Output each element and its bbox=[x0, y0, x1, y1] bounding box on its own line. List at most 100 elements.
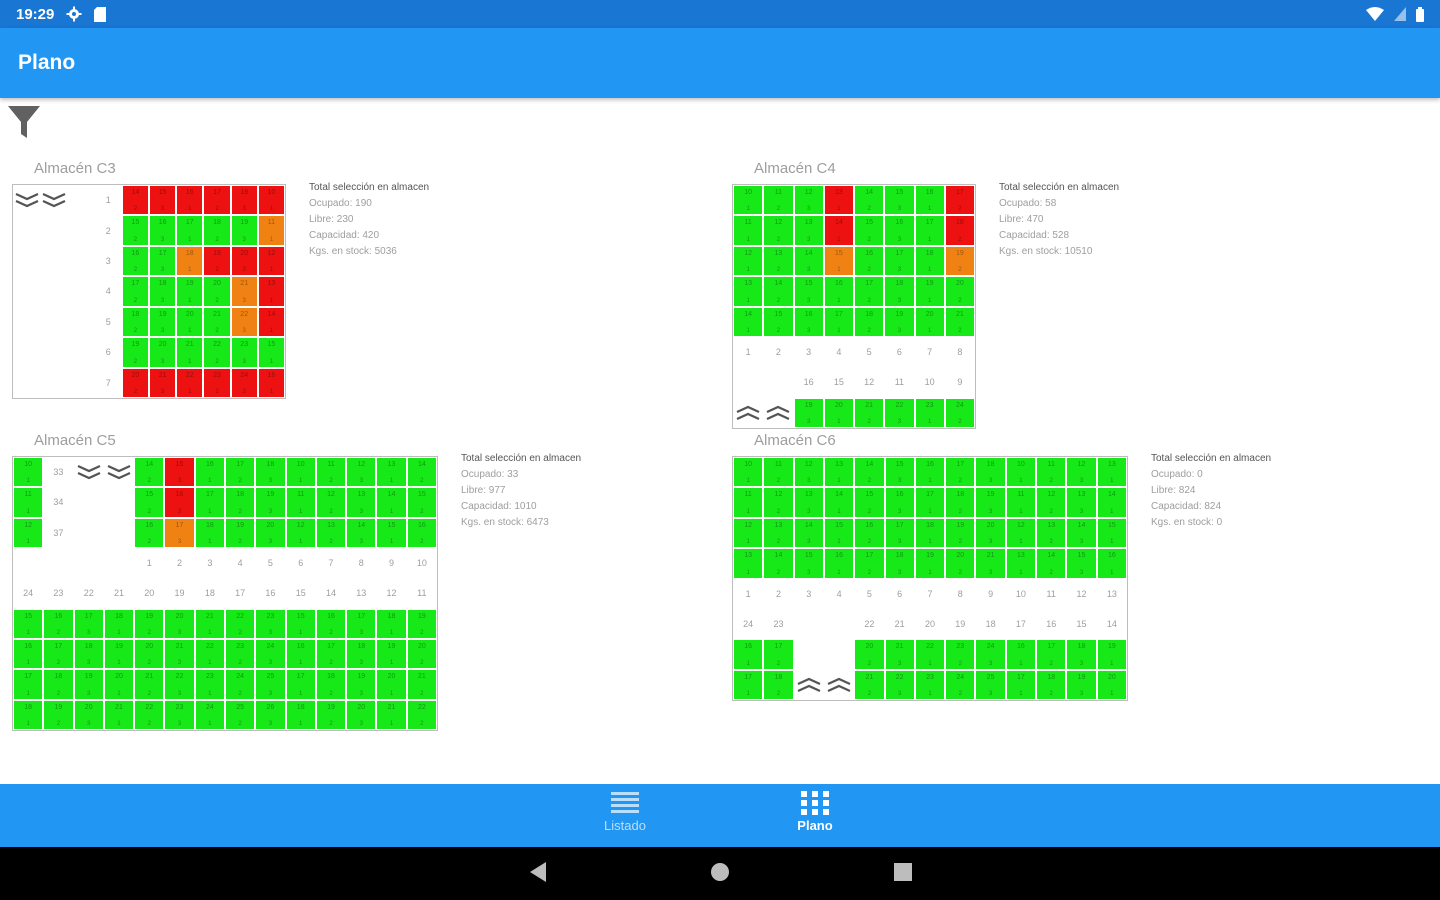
storage-slot[interactable]: 25 3 bbox=[975, 669, 1006, 700]
storage-slot[interactable]: 19 3 bbox=[884, 306, 915, 337]
storage-slot[interactable]: 18 3 bbox=[149, 276, 177, 307]
storage-slot[interactable]: 12 3 bbox=[1066, 457, 1097, 488]
storage-slot[interactable]: 15 1 bbox=[823, 245, 854, 277]
storage-slot[interactable]: 20 1 bbox=[1096, 669, 1127, 700]
storage-slot[interactable]: 18 3 bbox=[1066, 639, 1097, 670]
storage-slot[interactable]: 20 3 bbox=[346, 699, 377, 730]
storage-slot[interactable]: 16 1 bbox=[176, 185, 204, 216]
storage-slot[interactable]: 20 3 bbox=[230, 245, 258, 277]
recents-icon[interactable] bbox=[893, 861, 913, 883]
storage-slot[interactable]: 10 1 bbox=[285, 457, 316, 488]
storage-slot[interactable]: 20 2 bbox=[406, 639, 437, 670]
storage-slot[interactable]: 26 3 bbox=[255, 699, 286, 730]
storage-slot[interactable]: 15 2 bbox=[854, 487, 885, 518]
storage-slot[interactable]: 18 1 bbox=[285, 699, 316, 730]
storage-slot[interactable]: 12 1 bbox=[285, 517, 316, 548]
storage-slot[interactable]: 11 1 bbox=[1005, 487, 1037, 518]
storage-slot[interactable]: 24 1 bbox=[194, 699, 225, 730]
storage-slot[interactable]: 17 3 bbox=[884, 517, 915, 549]
storage-slot[interactable]: 14 1 bbox=[257, 306, 285, 338]
storage-slot[interactable]: 20 1 bbox=[823, 397, 854, 428]
storage-slot[interactable]: 24 2 bbox=[945, 669, 976, 700]
storage-slot[interactable]: 20 1 bbox=[376, 669, 407, 700]
storage-slot[interactable]: 20 1 bbox=[103, 669, 135, 700]
storage-slot[interactable]: 18 2 bbox=[203, 215, 231, 246]
storage-slot[interactable]: 11 1 bbox=[733, 215, 764, 246]
storage-slot[interactable]: 13 1 bbox=[1096, 457, 1127, 488]
storage-slot[interactable]: 18 2 bbox=[121, 306, 149, 338]
storage-slot[interactable]: 12 3 bbox=[793, 185, 824, 216]
storage-slot[interactable]: 16 1 bbox=[13, 639, 44, 670]
storage-slot[interactable]: 15 3 bbox=[884, 185, 915, 216]
storage-slot[interactable]: 14 1 bbox=[733, 306, 764, 337]
storage-slot[interactable]: 23 3 bbox=[255, 608, 286, 639]
storage-slot[interactable]: 24 3 bbox=[230, 367, 258, 398]
storage-slot[interactable]: 16 1 bbox=[914, 457, 946, 488]
storage-slot[interactable]: 17 3 bbox=[164, 517, 195, 548]
storage-slot[interactable]: 16 2 bbox=[134, 517, 165, 548]
storage-slot[interactable]: 18 2 bbox=[945, 487, 976, 518]
storage-slot[interactable]: 23 2 bbox=[945, 639, 976, 670]
storage-slot[interactable]: 13 1 bbox=[823, 457, 855, 488]
storage-slot[interactable]: 21 1 bbox=[176, 337, 204, 368]
storage-slot[interactable]: 20 1 bbox=[176, 306, 204, 338]
storage-slot[interactable]: 19 3 bbox=[73, 669, 104, 700]
home-icon[interactable] bbox=[710, 861, 730, 883]
storage-slot[interactable]: 19 2 bbox=[121, 337, 149, 368]
storage-slot[interactable]: 14 2 bbox=[121, 185, 149, 216]
storage-slot[interactable]: 16 2 bbox=[854, 517, 885, 549]
storage-slot[interactable]: 16 1 bbox=[257, 367, 285, 398]
storage-slot[interactable]: 16 1 bbox=[194, 457, 225, 488]
storage-slot[interactable]: 14 2 bbox=[854, 185, 885, 216]
storage-slot[interactable]: 10 1 bbox=[1005, 457, 1037, 488]
storage-slot[interactable]: 21 3 bbox=[230, 276, 258, 307]
storage-slot[interactable]: 15 3 bbox=[793, 548, 824, 579]
storage-slot[interactable]: 23 3 bbox=[164, 699, 195, 730]
storage-slot[interactable]: 20 3 bbox=[164, 608, 195, 639]
storage-slot[interactable]: 19 2 bbox=[945, 517, 976, 549]
nav-listado[interactable]: Listado bbox=[565, 784, 685, 847]
storage-slot[interactable]: 16 3 bbox=[884, 215, 915, 246]
storage-slot[interactable]: 11 1 bbox=[13, 487, 44, 518]
storage-slot[interactable]: 11 1 bbox=[733, 487, 764, 518]
storage-slot[interactable]: 16 1 bbox=[1005, 639, 1037, 670]
storage-slot[interactable]: 25 3 bbox=[255, 669, 286, 700]
storage-slot[interactable]: 10 1 bbox=[733, 457, 764, 488]
storage-slot[interactable]: 13 1 bbox=[1005, 548, 1037, 579]
storage-slot[interactable]: 12 3 bbox=[793, 457, 824, 488]
storage-slot[interactable]: 20 3 bbox=[73, 699, 104, 730]
storage-slot[interactable]: 19 2 bbox=[203, 245, 231, 277]
storage-slot[interactable]: 16 1 bbox=[823, 548, 855, 579]
storage-slot[interactable]: 18 2 bbox=[43, 669, 74, 700]
storage-slot[interactable]: 17 2 bbox=[203, 185, 231, 216]
storage-slot[interactable]: 14 1 bbox=[376, 487, 407, 518]
storage-slot[interactable]: 17 1 bbox=[823, 306, 854, 337]
storage-slot[interactable]: 20 2 bbox=[134, 639, 165, 670]
storage-slot[interactable]: 17 2 bbox=[43, 639, 74, 670]
storage-slot[interactable]: 12 1 bbox=[1005, 517, 1037, 549]
storage-slot[interactable]: 10 1 bbox=[257, 185, 285, 216]
storage-slot[interactable]: 12 1 bbox=[13, 517, 44, 548]
storage-slot[interactable]: 11 2 bbox=[763, 185, 794, 216]
storage-slot[interactable]: 12 2 bbox=[1036, 487, 1067, 518]
storage-slot[interactable]: 18 3 bbox=[884, 276, 915, 307]
storage-slot[interactable]: 18 1 bbox=[194, 517, 225, 548]
storage-slot[interactable]: 22 3 bbox=[884, 669, 915, 700]
storage-slot[interactable]: 13 3 bbox=[346, 487, 377, 518]
storage-slot[interactable]: 18 1 bbox=[176, 245, 204, 277]
storage-slot[interactable]: 12 2 bbox=[763, 487, 794, 518]
storage-slot[interactable]: 17 3 bbox=[884, 245, 915, 277]
storage-slot[interactable]: 11 2 bbox=[315, 457, 347, 488]
storage-slot[interactable]: 17 1 bbox=[194, 487, 225, 518]
storage-slot[interactable]: 12 1 bbox=[257, 245, 285, 277]
storage-slot[interactable]: 18 1 bbox=[376, 608, 407, 639]
storage-slot[interactable]: 22 3 bbox=[230, 306, 258, 338]
storage-slot[interactable]: 18 3 bbox=[230, 185, 258, 216]
storage-slot[interactable]: 24 3 bbox=[975, 639, 1006, 670]
storage-slot[interactable]: 19 1 bbox=[103, 639, 135, 670]
storage-slot[interactable]: 15 1 bbox=[257, 337, 285, 368]
storage-slot[interactable]: 19 1 bbox=[176, 276, 204, 307]
storage-slot[interactable]: 16 3 bbox=[164, 487, 195, 518]
storage-slot[interactable]: 18 2 bbox=[225, 487, 256, 518]
storage-slot[interactable]: 15 2 bbox=[763, 306, 794, 337]
